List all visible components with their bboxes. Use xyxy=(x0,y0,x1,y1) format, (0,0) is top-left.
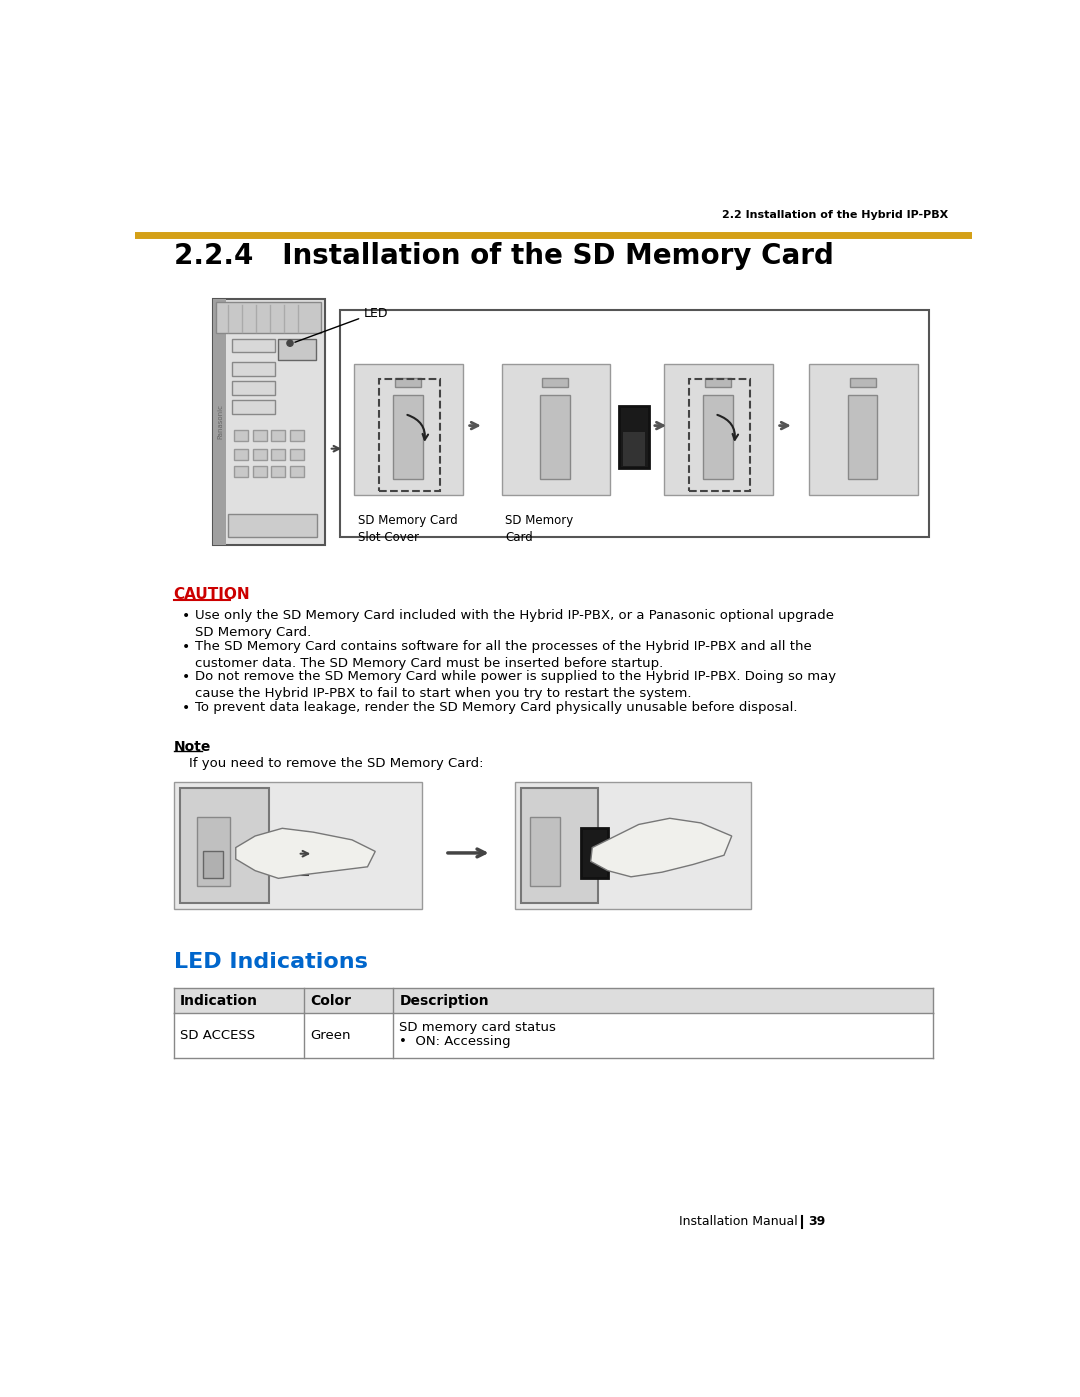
Bar xyxy=(291,430,303,441)
Text: Description: Description xyxy=(400,993,489,1007)
Bar xyxy=(623,432,645,467)
Text: •: • xyxy=(181,640,190,654)
Bar xyxy=(286,833,308,875)
Bar xyxy=(203,851,224,879)
Bar xyxy=(253,467,267,478)
Text: SD Memory
Card: SD Memory Card xyxy=(505,514,573,545)
Bar xyxy=(291,467,303,478)
Text: LED Indications: LED Indications xyxy=(174,951,367,971)
Bar xyxy=(174,1013,933,1058)
Text: •: • xyxy=(181,609,190,623)
Bar xyxy=(174,782,422,909)
Bar xyxy=(848,395,877,479)
Bar xyxy=(234,450,248,460)
Bar xyxy=(340,310,930,538)
Bar xyxy=(689,380,750,490)
Bar xyxy=(521,788,598,902)
Text: 2.2 Installation of the Hybrid IP-PBX: 2.2 Installation of the Hybrid IP-PBX xyxy=(723,211,948,221)
Bar xyxy=(530,817,559,886)
Bar xyxy=(850,377,876,387)
Polygon shape xyxy=(235,828,375,879)
Bar xyxy=(180,788,269,902)
Bar xyxy=(619,407,649,468)
Text: SD Memory Card
Slot Cover: SD Memory Card Slot Cover xyxy=(359,514,458,545)
Text: Color: Color xyxy=(310,993,351,1007)
Bar xyxy=(291,450,303,460)
Bar xyxy=(704,377,731,387)
Bar xyxy=(228,514,318,538)
Bar xyxy=(234,467,248,478)
Polygon shape xyxy=(591,819,732,877)
Text: To prevent data leakage, render the SD Memory Card physically unusable before di: To prevent data leakage, render the SD M… xyxy=(195,701,798,714)
Text: Green: Green xyxy=(310,1030,351,1042)
Bar xyxy=(501,365,610,495)
Text: Panasonic: Panasonic xyxy=(217,404,224,439)
Text: SD memory card status: SD memory card status xyxy=(400,1021,556,1034)
Bar xyxy=(232,381,274,395)
Bar xyxy=(540,395,570,479)
Bar xyxy=(271,450,285,460)
Bar xyxy=(515,782,751,909)
Bar xyxy=(174,989,933,1013)
Bar xyxy=(809,365,918,495)
Text: LED: LED xyxy=(364,307,388,320)
Bar xyxy=(216,302,321,334)
Bar xyxy=(271,430,285,441)
Text: SD ACCESS: SD ACCESS xyxy=(180,1030,255,1042)
Text: If you need to remove the SD Memory Card:: If you need to remove the SD Memory Card… xyxy=(189,757,484,770)
Bar xyxy=(581,828,608,879)
Text: •: • xyxy=(181,671,190,685)
Bar xyxy=(393,395,422,479)
Circle shape xyxy=(287,339,293,346)
Bar xyxy=(664,365,773,495)
Bar xyxy=(197,817,230,886)
Text: Use only the SD Memory Card included with the Hybrid IP-PBX, or a Panasonic opti: Use only the SD Memory Card included wit… xyxy=(195,609,835,638)
Text: 39: 39 xyxy=(808,1215,825,1228)
Bar xyxy=(703,395,732,479)
Bar xyxy=(253,430,267,441)
Bar xyxy=(271,467,285,478)
Bar xyxy=(542,377,568,387)
Text: Indication: Indication xyxy=(180,993,258,1007)
Text: The SD Memory Card contains software for all the processes of the Hybrid IP-PBX : The SD Memory Card contains software for… xyxy=(195,640,812,669)
Text: Do not remove the SD Memory Card while power is supplied to the Hybrid IP-PBX. D: Do not remove the SD Memory Card while p… xyxy=(195,671,837,700)
Bar xyxy=(213,299,325,545)
Text: Note: Note xyxy=(174,740,211,754)
Bar xyxy=(234,430,248,441)
Bar xyxy=(232,362,274,376)
Bar xyxy=(354,365,463,495)
Text: 2.2.4   Installation of the SD Memory Card: 2.2.4 Installation of the SD Memory Card xyxy=(174,242,834,270)
Bar xyxy=(394,377,421,387)
Bar xyxy=(232,338,274,352)
Bar xyxy=(232,400,274,414)
Bar xyxy=(253,450,267,460)
Text: Installation Manual: Installation Manual xyxy=(679,1215,798,1228)
Bar xyxy=(213,299,227,545)
Bar xyxy=(379,380,440,490)
Bar xyxy=(279,338,315,360)
Text: •: • xyxy=(181,701,190,715)
Text: •  ON: Accessing: • ON: Accessing xyxy=(400,1035,511,1048)
Text: CAUTION: CAUTION xyxy=(174,587,251,602)
